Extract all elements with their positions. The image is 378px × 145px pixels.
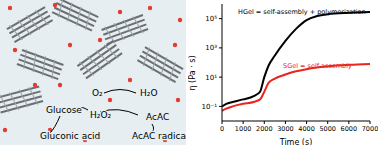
svg-text:Glucose: Glucose	[46, 105, 82, 115]
svg-text:1000: 1000	[235, 125, 252, 133]
svg-text:6000: 6000	[341, 125, 358, 133]
svg-text:0: 0	[220, 125, 224, 133]
svg-text:Gluconic acid: Gluconic acid	[40, 131, 100, 141]
svg-text:10¹: 10¹	[205, 74, 217, 82]
svg-text:3000: 3000	[277, 125, 294, 133]
svg-text:O₂: O₂	[92, 88, 103, 98]
html-text:SGel = self-assembly: SGel = self-assembly	[283, 62, 352, 70]
svg-text:5000: 5000	[319, 125, 336, 133]
html-text:HGel = self-assembly + polymer: HGel = self-assembly + polymerization	[238, 8, 366, 16]
svg-text:10⁵: 10⁵	[205, 15, 217, 23]
svg-text:10⁻¹: 10⁻¹	[202, 103, 218, 111]
svg-text:H₂O₂: H₂O₂	[90, 110, 111, 120]
svg-text:Time (s): Time (s)	[279, 138, 313, 145]
svg-text:AcAC radical: AcAC radical	[132, 131, 186, 141]
svg-text:H₂O: H₂O	[140, 88, 157, 98]
svg-text:7000: 7000	[362, 125, 370, 133]
svg-text:η (Pa · s): η (Pa · s)	[188, 55, 197, 90]
svg-text:2000: 2000	[256, 125, 273, 133]
svg-text:4000: 4000	[298, 125, 315, 133]
svg-text:AcAC: AcAC	[146, 112, 169, 122]
svg-text:10³: 10³	[205, 44, 217, 52]
